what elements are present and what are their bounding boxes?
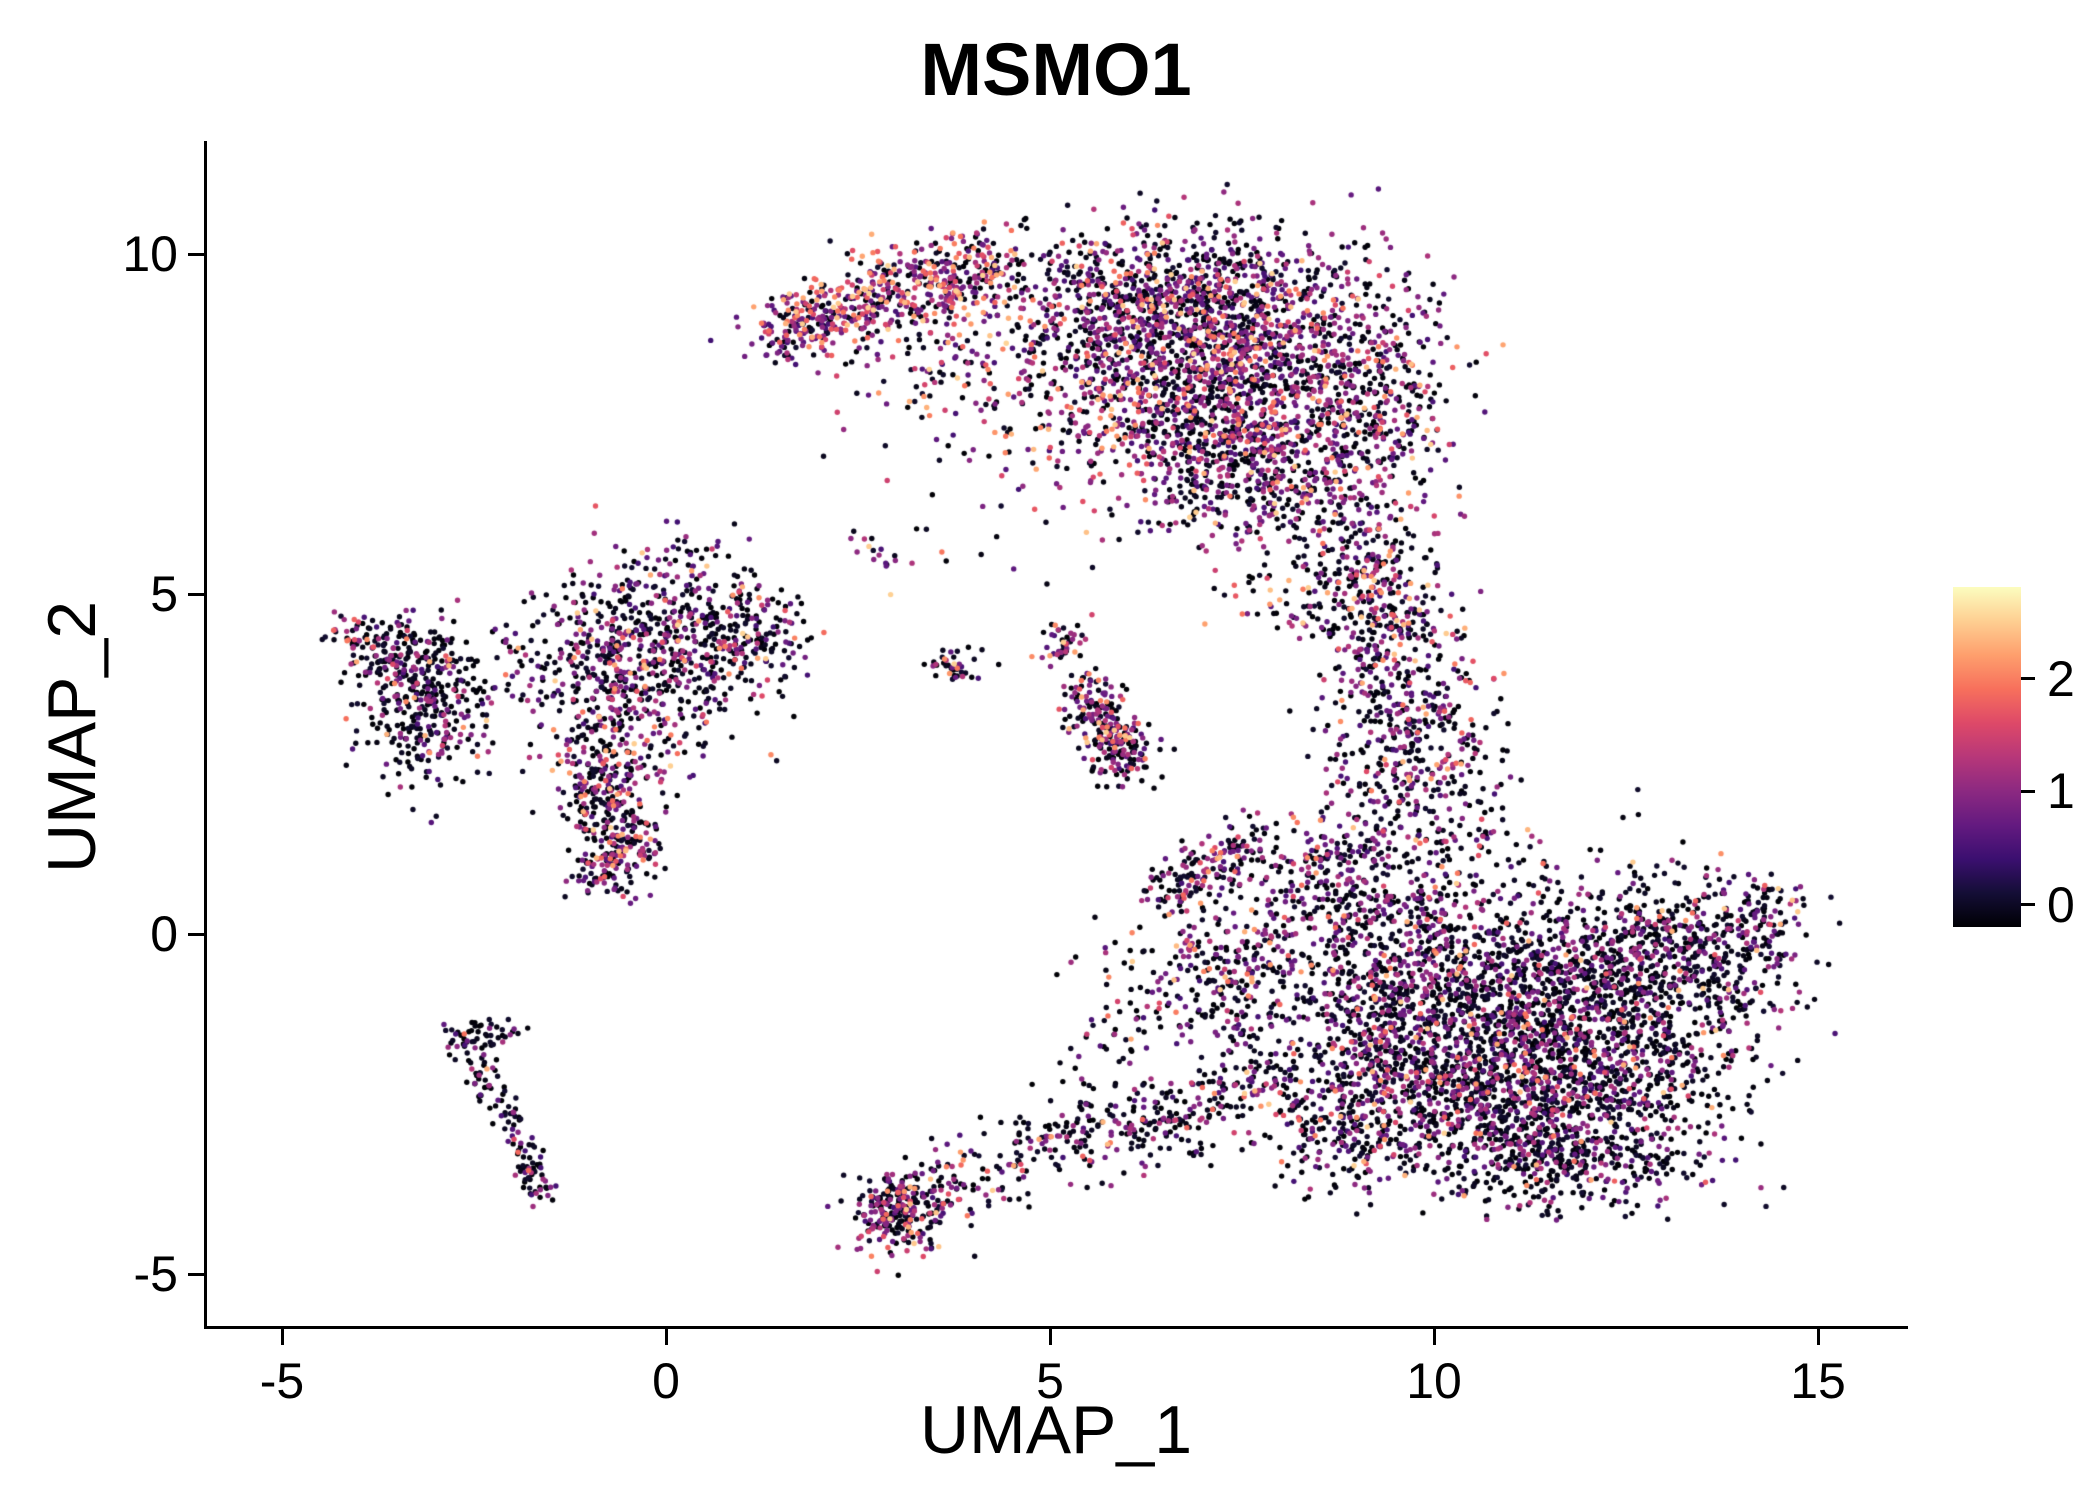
y-tick-mark bbox=[188, 1272, 204, 1276]
x-tick-label: 15 bbox=[1790, 1353, 1846, 1409]
x-tick-mark bbox=[280, 1329, 284, 1345]
legend-tick-mark bbox=[2021, 903, 2035, 907]
x-axis-label: UMAP_1 bbox=[919, 1392, 1193, 1468]
y-tick-mark bbox=[188, 592, 204, 596]
x-tick-label: 0 bbox=[652, 1353, 680, 1409]
legend-tick-mark bbox=[2021, 789, 2035, 793]
x-tick-label: 5 bbox=[1036, 1353, 1064, 1409]
legend-tick-label: 0 bbox=[2047, 876, 2075, 933]
y-tick-mark bbox=[188, 932, 204, 936]
color-legend: 2 1 0 bbox=[1953, 587, 2100, 933]
y-tick-label: 5 bbox=[150, 566, 178, 622]
legend-tick-label: 2 bbox=[2047, 650, 2075, 707]
y-tick-label: 10 bbox=[122, 226, 178, 282]
plot-title: MSMO1 bbox=[920, 28, 1192, 111]
y-axis-line bbox=[204, 141, 207, 1329]
x-tick-mark bbox=[1048, 1329, 1052, 1345]
y-tick-label: -5 bbox=[133, 1246, 178, 1302]
x-tick-mark bbox=[1816, 1329, 1820, 1345]
x-tick-label: -5 bbox=[259, 1353, 305, 1409]
legend-tick-mark bbox=[2021, 677, 2035, 681]
legend-tick-label: 1 bbox=[2047, 763, 2075, 819]
x-axis-line bbox=[204, 1326, 1908, 1329]
y-axis-label: UMAP_2 bbox=[34, 600, 110, 874]
x-tick-mark bbox=[664, 1329, 668, 1345]
colorbar-gradient bbox=[1953, 587, 2021, 927]
x-tick-label: 10 bbox=[1406, 1353, 1462, 1409]
x-tick-mark bbox=[1432, 1329, 1436, 1345]
y-tick-label: 0 bbox=[150, 906, 178, 962]
y-tick-mark bbox=[188, 252, 204, 256]
